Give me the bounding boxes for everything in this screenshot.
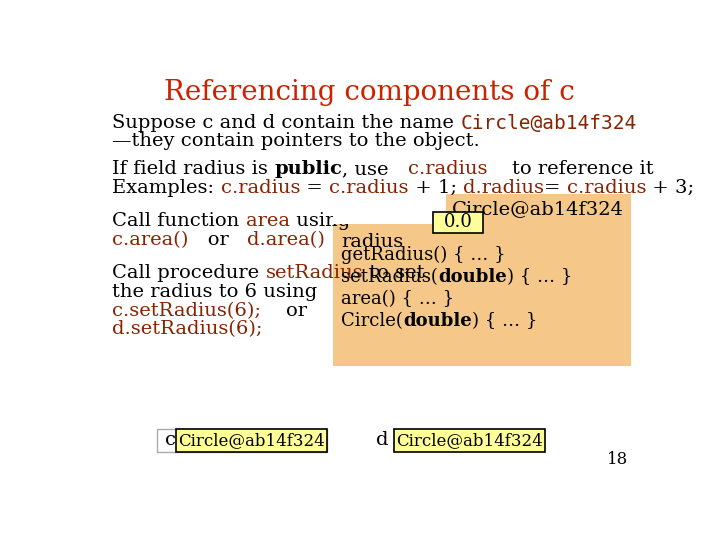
Text: =: = <box>544 179 567 197</box>
Text: area() { … }: area() { … } <box>341 290 454 308</box>
Text: Circle@ab14f324: Circle@ab14f324 <box>396 432 543 449</box>
Text: Call function: Call function <box>112 212 246 231</box>
Text: c.radius: c.radius <box>329 179 408 197</box>
FancyBboxPatch shape <box>433 212 483 233</box>
Text: double: double <box>438 268 507 286</box>
Text: double: double <box>403 312 472 330</box>
Text: ) { … }: ) { … } <box>472 312 537 330</box>
Text: Suppose c and d contain the name: Suppose c and d contain the name <box>112 114 461 132</box>
Text: c.radius: c.radius <box>408 160 487 178</box>
Text: or: or <box>261 302 307 320</box>
Text: c.setRadius(6);: c.setRadius(6); <box>112 302 261 320</box>
Text: + 3;: + 3; <box>646 179 694 197</box>
Text: Circle@ab14f324: Circle@ab14f324 <box>179 432 325 449</box>
Text: area: area <box>246 212 290 231</box>
Text: Call procedure: Call procedure <box>112 265 266 282</box>
Text: to reference it: to reference it <box>487 160 654 178</box>
Text: Circle(: Circle( <box>341 312 403 330</box>
Text: , use: , use <box>343 160 408 178</box>
Text: ) { … }: ) { … } <box>507 268 572 286</box>
Text: setRadius: setRadius <box>266 265 364 282</box>
Text: radius: radius <box>341 233 403 251</box>
Text: Examples:: Examples: <box>112 179 220 197</box>
Text: c.radius: c.radius <box>220 179 300 197</box>
Text: c.radius: c.radius <box>567 179 646 197</box>
FancyBboxPatch shape <box>176 429 327 453</box>
Text: d.radius: d.radius <box>463 179 544 197</box>
FancyBboxPatch shape <box>394 429 545 453</box>
FancyBboxPatch shape <box>157 429 327 453</box>
Text: d: d <box>376 431 388 449</box>
Text: to set: to set <box>364 265 425 282</box>
Text: 18: 18 <box>607 451 629 468</box>
FancyBboxPatch shape <box>333 194 446 224</box>
Text: Circle@ab14f324: Circle@ab14f324 <box>461 114 636 133</box>
Text: 0.0: 0.0 <box>444 213 473 231</box>
Text: or: or <box>189 231 247 249</box>
Text: + 1;: + 1; <box>408 179 463 197</box>
Text: setRadius(: setRadius( <box>341 268 438 286</box>
Text: c: c <box>166 431 176 449</box>
Text: using: using <box>290 212 350 231</box>
Text: —they contain pointers to the object.: —they contain pointers to the object. <box>112 132 480 150</box>
Text: getRadius() { … }: getRadius() { … } <box>341 246 505 264</box>
Text: d.setRadius(6);: d.setRadius(6); <box>112 321 263 339</box>
FancyBboxPatch shape <box>333 194 631 366</box>
Text: the radius to 6 using: the radius to 6 using <box>112 283 318 301</box>
Text: =: = <box>300 179 329 197</box>
Text: Circle@ab14f324: Circle@ab14f324 <box>451 200 624 218</box>
Text: public: public <box>274 160 343 178</box>
Text: c.area(): c.area() <box>112 231 189 249</box>
Text: Referencing components of c: Referencing components of c <box>163 79 575 106</box>
Text: d.area(): d.area() <box>247 231 325 249</box>
Text: If field radius is: If field radius is <box>112 160 274 178</box>
